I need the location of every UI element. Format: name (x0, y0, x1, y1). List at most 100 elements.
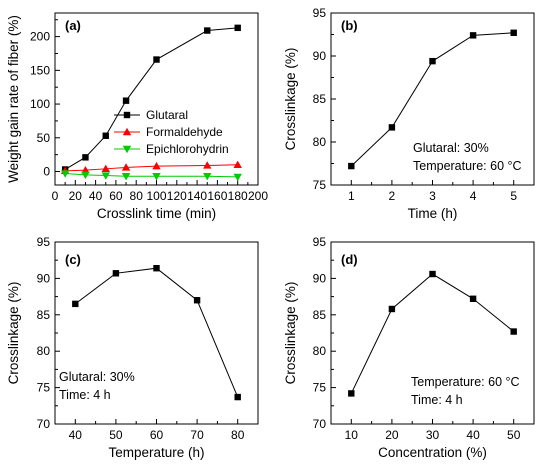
y-axis-title: Weight gain rate of fiber (%) (6, 15, 21, 183)
data-point (193, 297, 201, 304)
data-point (348, 162, 355, 170)
legend-marker (122, 127, 132, 136)
y-axis-title: Crosslinkage (%) (283, 282, 298, 385)
panel-label: (b) (341, 18, 358, 33)
data-point (388, 305, 396, 313)
x-tick-label: 5 (510, 189, 517, 203)
panel-label: (d) (341, 252, 358, 267)
y-tick-label: 85 (313, 308, 327, 322)
x-tick-label: 140 (187, 189, 207, 203)
series-1 (348, 270, 517, 397)
y-tick-label: 75 (37, 381, 51, 395)
x-tick-label: 160 (207, 189, 227, 203)
x-tick-label: 10 (345, 428, 359, 442)
y-tick-label: 90 (37, 271, 51, 285)
x-tick-label: 200 (248, 189, 268, 203)
data-point (233, 160, 242, 168)
data-point (469, 32, 477, 39)
x-tick-label: 2 (389, 189, 396, 203)
data-point (72, 300, 79, 308)
x-axis-title: Concentration (%) (378, 445, 487, 460)
x-tick-label: 180 (228, 189, 248, 203)
x-tick-label: 20 (69, 189, 83, 203)
panel-label: (a) (65, 18, 81, 33)
series-3 (60, 170, 242, 182)
y-tick-label: 80 (313, 344, 327, 358)
data-point (510, 29, 517, 36)
data-point (203, 173, 212, 181)
data-point (152, 173, 161, 181)
x-tick-label: 40 (69, 428, 83, 442)
y-tick-label: 85 (313, 92, 327, 106)
y-tick-label: 150 (30, 63, 50, 77)
legend-marker (122, 145, 132, 154)
legend-label: Glutaral (146, 108, 188, 122)
x-tick-label: 60 (150, 428, 164, 442)
annotation: Time: 4 h (411, 393, 463, 407)
annotation: Temperature: 60 °C (411, 375, 520, 389)
y-tick-label: 80 (37, 344, 51, 358)
y-axis-title: Crosslinkage (%) (6, 282, 21, 385)
data-point (234, 24, 241, 32)
data-point (82, 154, 89, 161)
x-tick-label: 4 (470, 189, 477, 203)
y-tick-label: 90 (313, 271, 327, 285)
x-tick-label: 80 (231, 428, 245, 442)
annotation: Temperature: 60 °C (413, 159, 522, 173)
y-tick-label: 90 (313, 49, 327, 63)
y-tick-label: 75 (313, 381, 327, 395)
annotation: Glutaral: 30% (59, 370, 135, 384)
series-1 (72, 265, 241, 401)
annotation: Time: 4 h (59, 388, 111, 402)
x-axis-title: Crosslink time (min) (97, 206, 216, 221)
series-1 (348, 29, 517, 170)
y-tick-label: 95 (37, 235, 51, 249)
x-tick-label: 50 (109, 428, 123, 442)
series-line (65, 164, 238, 172)
y-tick-label: 100 (30, 97, 50, 111)
x-tick-label: 0 (52, 189, 59, 203)
x-tick-label: 40 (466, 428, 480, 442)
x-tick-label: 1 (348, 189, 355, 203)
data-point (122, 97, 130, 104)
x-tick-label: 80 (130, 189, 144, 203)
x-axis-title: Temperature (h) (108, 445, 204, 460)
data-point (234, 393, 241, 401)
y-tick-label: 75 (313, 178, 327, 192)
data-point (233, 173, 242, 182)
legend-label: Epichlorohydrin (146, 142, 229, 156)
data-point (112, 270, 120, 277)
y-tick-label: 200 (30, 30, 50, 44)
x-tick-label: 120 (167, 189, 187, 203)
x-tick-label: 70 (190, 428, 204, 442)
x-tick-label: 20 (385, 428, 399, 442)
legend-label: Formaldehyde (146, 125, 223, 139)
y-axis-title: Crosslinkage (%) (283, 48, 298, 151)
y-tick-label: 50 (37, 131, 51, 145)
x-tick-label: 50 (507, 428, 521, 442)
y-tick-label: 70 (37, 417, 51, 431)
data-point (153, 56, 160, 63)
data-point (81, 165, 90, 174)
x-tick-label: 60 (109, 189, 123, 203)
series-line (65, 173, 238, 178)
x-tick-label: 3 (429, 189, 436, 203)
chart-panel-2: 1 2 3 4 5 75 80 85 90 95 Time (h) Crosslinkage (%) (… (283, 6, 535, 221)
legend: Glutaral Formaldehyde Epichlorohydrin (114, 108, 229, 156)
data-point (102, 132, 109, 139)
data-point (388, 124, 396, 131)
y-tick-label: 95 (313, 6, 327, 20)
y-tick-label: 85 (37, 308, 51, 322)
data-point (429, 270, 436, 278)
y-tick-label: 0 (43, 165, 50, 179)
legend-marker (123, 111, 131, 119)
y-tick-label: 95 (313, 235, 327, 249)
y-tick-label: 80 (313, 135, 327, 149)
series-2 (60, 160, 242, 175)
y-tick-label: 70 (313, 417, 327, 431)
data-point (60, 170, 70, 178)
chart-panel-1: 0 20 40 60 80 100 120 140 160 180 200050100150200C… (6, 12, 268, 221)
annotation: Glutaral: 30% (413, 141, 489, 155)
data-point (121, 173, 131, 181)
data-point (348, 390, 355, 397)
